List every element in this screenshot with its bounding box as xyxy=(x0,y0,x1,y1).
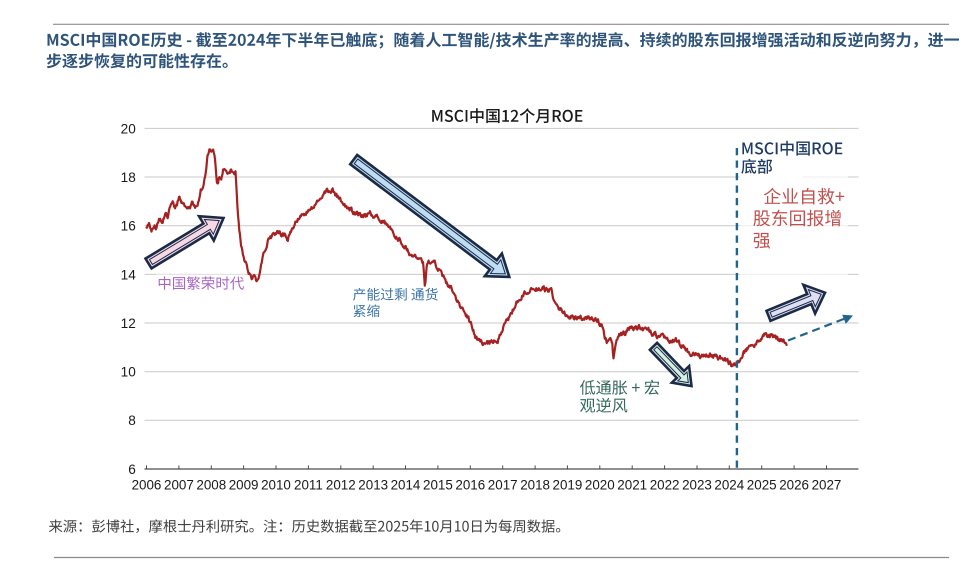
svg-text:14: 14 xyxy=(121,267,137,282)
svg-text:18: 18 xyxy=(121,170,136,185)
svg-text:2026: 2026 xyxy=(779,477,809,492)
svg-text:6: 6 xyxy=(128,462,136,477)
svg-text:2027: 2027 xyxy=(812,477,842,492)
svg-text:10: 10 xyxy=(121,365,137,380)
svg-text:2020: 2020 xyxy=(585,477,615,492)
svg-text:20: 20 xyxy=(121,121,137,136)
svg-text:16: 16 xyxy=(121,219,136,234)
svg-text:2017: 2017 xyxy=(488,477,518,492)
svg-text:2018: 2018 xyxy=(520,477,550,492)
svg-text:2021: 2021 xyxy=(617,477,647,492)
svg-text:2013: 2013 xyxy=(358,477,388,492)
svg-text:2011: 2011 xyxy=(294,477,323,492)
svg-text:12: 12 xyxy=(121,316,136,331)
svg-text:2025: 2025 xyxy=(747,477,777,492)
svg-text:2009: 2009 xyxy=(229,477,259,492)
svg-text:2022: 2022 xyxy=(650,477,680,492)
svg-text:2006: 2006 xyxy=(132,477,162,492)
svg-text:2007: 2007 xyxy=(164,477,194,492)
svg-text:2016: 2016 xyxy=(455,477,485,492)
svg-text:2014: 2014 xyxy=(391,477,421,492)
svg-text:8: 8 xyxy=(128,413,136,428)
svg-text:2023: 2023 xyxy=(682,477,712,492)
svg-text:2015: 2015 xyxy=(423,477,453,492)
svg-text:2012: 2012 xyxy=(326,477,356,492)
svg-text:2010: 2010 xyxy=(261,477,291,492)
svg-text:2024: 2024 xyxy=(714,477,744,492)
svg-text:2019: 2019 xyxy=(553,477,583,492)
svg-text:2008: 2008 xyxy=(196,477,226,492)
